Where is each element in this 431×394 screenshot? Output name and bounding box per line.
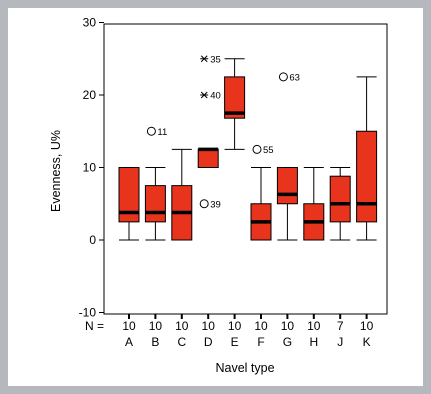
- category-label: C: [177, 335, 186, 349]
- category-label: D: [204, 335, 213, 349]
- category-label: F: [257, 335, 264, 349]
- y-tick-label: 10: [83, 161, 97, 175]
- outlier-label: 39: [210, 199, 221, 210]
- category-label: J: [337, 335, 343, 349]
- box-group-D: 39 35 40: [197, 54, 221, 210]
- y-axis: -10 0 10 20 30: [79, 16, 104, 320]
- iqr-box: [276, 167, 298, 205]
- y-tick-label: 0: [89, 233, 96, 247]
- x-axis-label: Navel type: [215, 361, 274, 375]
- boxes: 11 39 35 40 55 63: [118, 54, 378, 241]
- category-label: K: [363, 335, 371, 349]
- n-count-label: 10: [228, 319, 242, 333]
- iqr-box: [197, 148, 219, 168]
- y-tick-label: 30: [83, 16, 97, 30]
- iqr-box: [224, 76, 246, 119]
- category-label: A: [125, 335, 133, 349]
- box-group-C: [171, 148, 193, 241]
- category-label: H: [309, 335, 318, 349]
- box-group-K: [356, 76, 378, 241]
- category-label: E: [231, 335, 239, 349]
- extreme-label: 35: [210, 54, 221, 65]
- iqr-box: [329, 175, 351, 223]
- iqr-box: [144, 185, 166, 223]
- y-tick-label: 20: [83, 88, 97, 102]
- n-prefix-label: N =: [85, 319, 104, 333]
- box-group-G: 63: [276, 72, 300, 241]
- extreme-label: 40: [210, 91, 221, 102]
- iqr-box: [356, 130, 378, 223]
- n-count-label: 10: [175, 319, 189, 333]
- y-tick-label: -10: [79, 306, 97, 320]
- n-count-label: 10: [254, 319, 268, 333]
- n-count-label: 10: [360, 319, 374, 333]
- n-count-label: 10: [202, 319, 216, 333]
- box-group-H: [303, 167, 325, 241]
- box-group-A: [118, 167, 140, 241]
- iqr-box: [118, 167, 140, 223]
- outlier-label: 55: [263, 145, 274, 156]
- box-group-J: [329, 167, 351, 241]
- n-count-label: 7: [337, 319, 344, 333]
- box-group-F: 55: [250, 144, 274, 241]
- plot-area: [103, 23, 388, 315]
- outlier-label: 11: [157, 127, 167, 138]
- y-axis-label: Evenness, U%: [49, 130, 63, 212]
- category-label: G: [283, 335, 292, 349]
- box-group-B: 11: [144, 126, 167, 241]
- outlier-label: 63: [289, 72, 300, 83]
- n-count-label: 10: [281, 319, 295, 333]
- n-count-label: 10: [122, 319, 136, 333]
- outlier-point: [199, 199, 209, 209]
- n-count-label: 10: [307, 319, 321, 333]
- outlier-point: [278, 72, 288, 82]
- x-axis: 10 A 10 B 10 C 10 D 10 E 10 F 10 G 10 H 7 J 10 K: [122, 314, 374, 349]
- n-count-label: 10: [149, 319, 163, 333]
- outlier-point: [252, 144, 262, 154]
- box-group-E: [224, 58, 246, 150]
- category-label: B: [151, 335, 159, 349]
- outlier-point: [146, 126, 156, 136]
- extreme-mark: [200, 55, 208, 63]
- extreme-mark: [200, 91, 208, 99]
